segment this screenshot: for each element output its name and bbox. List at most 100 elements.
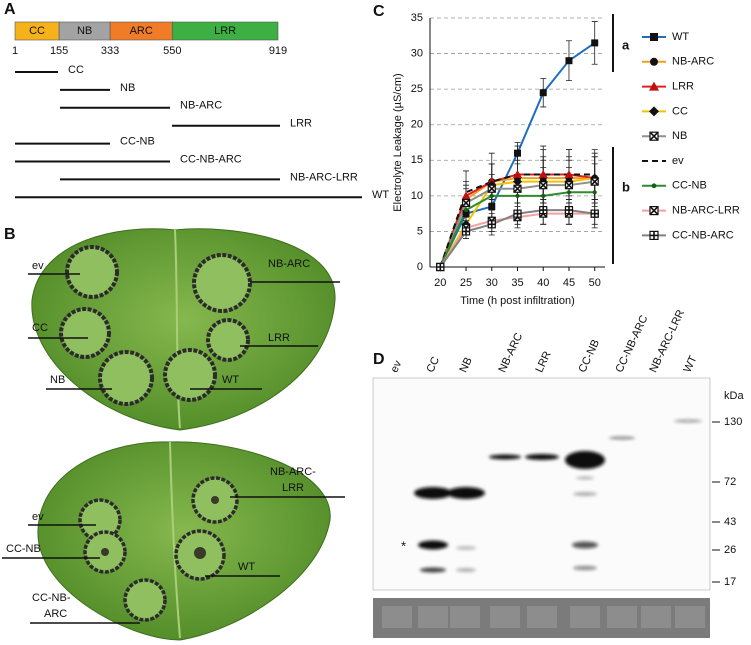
construct-label: CC-NB-ARC [180,153,242,165]
leaf-label: LRR [282,482,304,494]
leaf-label: ev [32,511,44,523]
marker [564,181,574,190]
panel-label: B [4,226,16,243]
lane-label: WT [681,354,699,375]
lane-label: NB-ARC-LRR [647,308,687,375]
leaf-label: CC-NB [6,543,41,555]
domain [171,21,279,41]
construct-label: NB [120,82,135,94]
marker-cross [590,177,599,186]
marker [651,183,657,189]
blot [372,377,711,638]
y-tick-label: 0 [417,261,423,273]
y-axis-label: Electrolyte Leakage (µS/cm) [392,73,404,211]
marker [649,131,659,141]
construct-label: NB-ARC-LRR [290,171,358,183]
leaf-label: NB-ARC [268,258,310,270]
marker [650,33,658,41]
marker [463,207,469,213]
lane-label: NB-ARC [496,331,525,374]
mw-label: 43 [724,516,736,528]
leaf-label: CC-NB- [32,592,71,604]
construct-label: WT [372,189,389,201]
marker [513,184,522,193]
marker [590,177,599,186]
x-tick-label: 25 [460,277,472,289]
marker-cross [564,181,574,190]
marker [649,230,659,240]
marker [592,190,597,195]
marker [564,205,574,215]
marker-cross [539,181,548,190]
marker-cross [461,198,471,208]
marker-cross [539,206,547,214]
marker [513,209,522,218]
annotation: b [622,179,630,194]
marker [591,39,599,47]
marker-cross [513,184,522,193]
construct-label: LRR [290,118,312,130]
domain-label: LRR [214,25,236,37]
legend-label: WT [672,31,689,43]
marker [649,81,659,91]
y-tick-label: 15 [411,154,423,166]
mw-label: 17 [724,576,736,588]
leaf-label: ev [32,260,44,272]
y-tick-label: 20 [411,119,423,131]
marker [541,193,546,198]
legend-label: CC [672,105,688,117]
marker-cross [462,227,470,235]
marker [487,220,496,229]
marker [649,206,659,216]
marker [514,149,521,157]
legend-label: NB-ARC-LRR [672,205,740,217]
marker [461,198,471,208]
marker [565,57,573,65]
leaf-label: NB [50,374,65,386]
marker [488,203,496,211]
leaf-label: CC [32,322,48,334]
y-tick-label: 10 [411,190,423,202]
legend-label: LRR [672,81,694,93]
domain-label: NB [77,25,92,37]
construct-label: CC [68,64,84,76]
x-tick-label: 20 [434,277,446,289]
x-axis-label: Time (h post infiltration) [460,295,575,307]
y-tick-label: 25 [411,83,423,95]
lane-label: ev [388,358,404,374]
construct-label: NB-ARC [180,100,222,112]
leaf-label: NB-ARC- [270,466,316,478]
position-label: 155 [50,45,68,57]
marker [590,209,599,218]
marker [539,181,548,190]
marker [462,210,470,218]
asterisk: * [401,538,406,553]
marker [461,191,471,200]
marker-cross [488,220,496,228]
marker [513,170,522,179]
mw-label: 130 [724,416,742,428]
leaf-label: LRR [268,332,290,344]
marker [564,170,574,179]
lane-label: CC [424,355,442,375]
mw-unit: kDa [724,390,744,402]
leaf-label: WT [222,374,239,386]
marker [649,106,659,117]
marker [538,170,548,179]
marker-cross [565,206,573,214]
legend-label: CC-NB-ARC [672,229,734,241]
marker [566,190,572,195]
marker-cross [591,210,599,218]
x-tick-label: 30 [486,277,498,289]
legend-label: NB [672,130,687,142]
marker-cross [487,184,496,193]
lane-label: CC-NB [576,338,602,375]
legend-label: NB-ARC [672,56,714,68]
panel-label: C [373,3,385,20]
x-tick-label: 50 [589,277,601,289]
y-tick-label: 30 [411,47,423,59]
position-label: 919 [269,45,287,57]
x-tick-label: 35 [511,277,523,289]
